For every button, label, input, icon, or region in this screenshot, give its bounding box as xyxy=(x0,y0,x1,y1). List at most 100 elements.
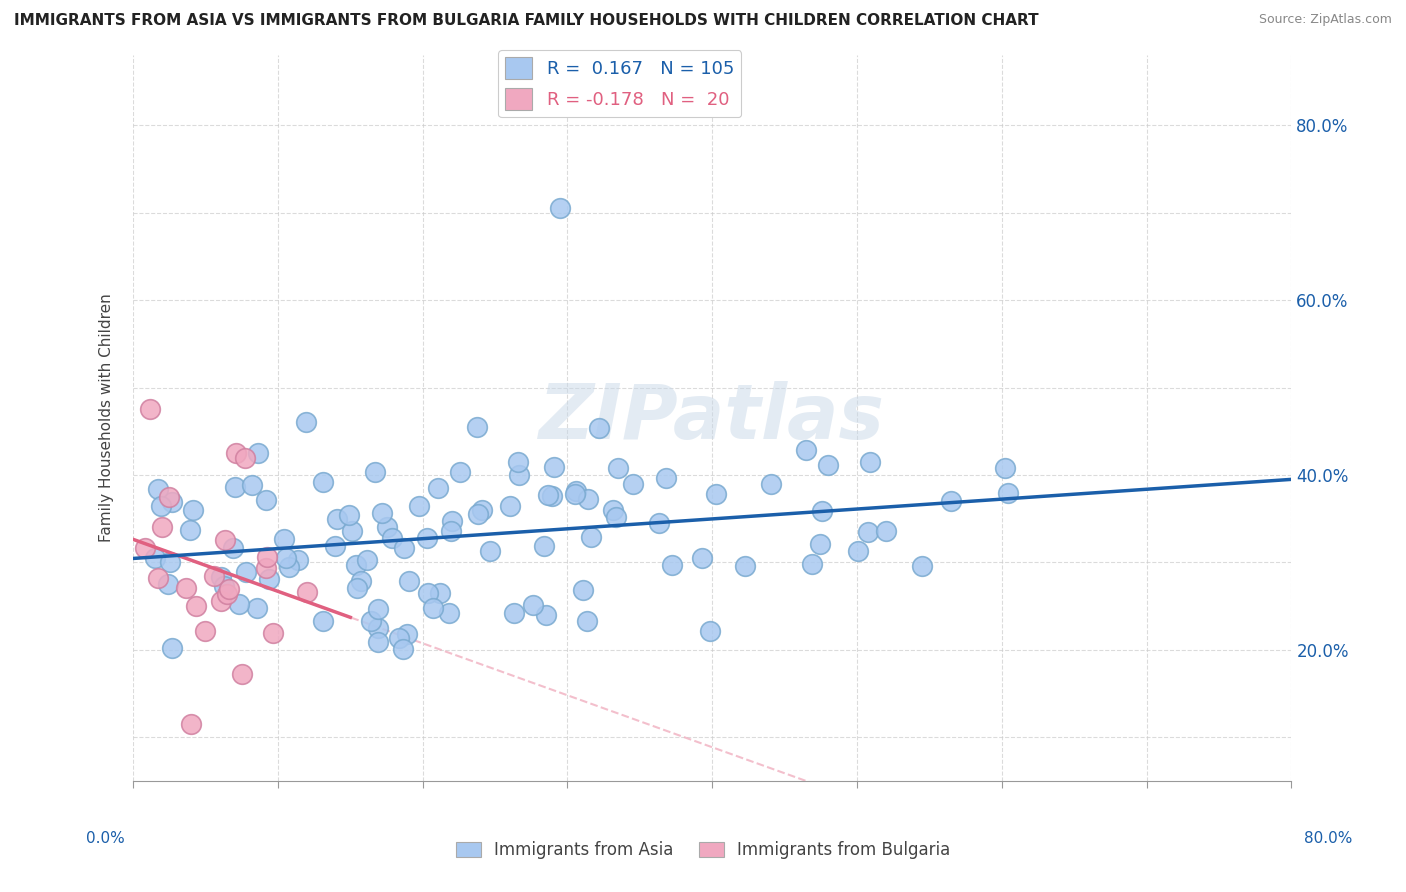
Point xyxy=(277,560,299,574)
Point xyxy=(575,614,598,628)
Point xyxy=(548,202,571,216)
Point xyxy=(621,476,644,491)
Point xyxy=(794,442,817,457)
Point xyxy=(817,458,839,472)
Point xyxy=(224,480,246,494)
Point xyxy=(602,503,624,517)
Point xyxy=(162,495,184,509)
Point xyxy=(179,524,201,538)
Point xyxy=(875,524,897,538)
Point xyxy=(150,520,173,534)
Point xyxy=(139,402,162,417)
Point xyxy=(325,539,347,553)
Point xyxy=(537,488,560,502)
Point xyxy=(287,552,309,566)
Point xyxy=(337,508,360,522)
Point xyxy=(997,486,1019,500)
Point xyxy=(541,489,564,503)
Point xyxy=(150,499,173,513)
Point xyxy=(994,461,1017,475)
Point xyxy=(247,446,270,460)
Point xyxy=(157,490,180,504)
Point xyxy=(581,530,603,544)
Point xyxy=(508,468,530,483)
Point xyxy=(312,614,335,628)
Point xyxy=(408,500,430,514)
Point xyxy=(340,524,363,538)
Point xyxy=(209,594,232,608)
Text: IMMIGRANTS FROM ASIA VS IMMIGRANTS FROM BULGARIA FAMILY HOUSEHOLDS WITH CHILDREN: IMMIGRANTS FROM ASIA VS IMMIGRANTS FROM … xyxy=(14,13,1039,29)
Point xyxy=(148,571,170,585)
Point xyxy=(240,478,263,492)
Text: 0.0%: 0.0% xyxy=(86,831,125,847)
Point xyxy=(564,487,586,501)
Point xyxy=(381,531,404,545)
Point xyxy=(218,582,240,596)
Point xyxy=(467,507,489,521)
Point xyxy=(174,581,197,595)
Point xyxy=(367,602,389,616)
Point xyxy=(156,577,179,591)
Point xyxy=(441,515,464,529)
Point xyxy=(159,555,181,569)
Point xyxy=(273,532,295,546)
Point xyxy=(471,503,494,517)
Point xyxy=(254,492,277,507)
Point xyxy=(690,551,713,566)
Point xyxy=(565,484,588,499)
Point xyxy=(346,581,368,595)
Point xyxy=(295,415,318,429)
Y-axis label: Family Households with Children: Family Households with Children xyxy=(100,293,114,542)
Point xyxy=(533,539,555,553)
Point xyxy=(221,541,243,555)
Point xyxy=(215,587,238,601)
Point xyxy=(396,627,419,641)
Point xyxy=(367,621,389,635)
Point xyxy=(214,533,236,547)
Point xyxy=(388,631,411,645)
Point xyxy=(607,461,630,475)
Point xyxy=(214,579,236,593)
Point xyxy=(256,549,278,564)
Point xyxy=(392,541,415,555)
Point xyxy=(392,641,415,656)
Point xyxy=(502,606,524,620)
Point xyxy=(364,466,387,480)
Point xyxy=(262,626,284,640)
Point xyxy=(146,482,169,496)
Point xyxy=(326,512,349,526)
Point xyxy=(478,543,501,558)
Point xyxy=(257,572,280,586)
Point xyxy=(808,537,831,551)
Point xyxy=(416,531,439,545)
Point xyxy=(647,516,669,530)
Point xyxy=(699,624,721,639)
Point xyxy=(572,582,595,597)
Point xyxy=(426,481,449,495)
Point xyxy=(228,597,250,611)
Text: Source: ZipAtlas.com: Source: ZipAtlas.com xyxy=(1258,13,1392,27)
Point xyxy=(506,455,529,469)
Point xyxy=(939,493,962,508)
Point xyxy=(588,421,610,435)
Point xyxy=(180,717,202,731)
Point xyxy=(418,585,440,599)
Point xyxy=(134,541,156,555)
Point xyxy=(375,520,398,534)
Point xyxy=(311,475,333,489)
Legend: Immigrants from Asia, Immigrants from Bulgaria: Immigrants from Asia, Immigrants from Bu… xyxy=(449,835,957,866)
Point xyxy=(246,601,269,615)
Point xyxy=(367,634,389,648)
Point xyxy=(846,543,869,558)
Point xyxy=(449,465,471,479)
Point xyxy=(429,585,451,599)
Point xyxy=(522,599,544,613)
Point xyxy=(344,558,367,572)
Point xyxy=(297,585,319,599)
Legend: R =  0.167   N = 105, R = -0.178   N =  20: R = 0.167 N = 105, R = -0.178 N = 20 xyxy=(498,50,741,118)
Point xyxy=(184,599,207,614)
Point xyxy=(422,600,444,615)
Point xyxy=(605,510,627,524)
Point xyxy=(704,487,727,501)
Point xyxy=(543,460,565,475)
